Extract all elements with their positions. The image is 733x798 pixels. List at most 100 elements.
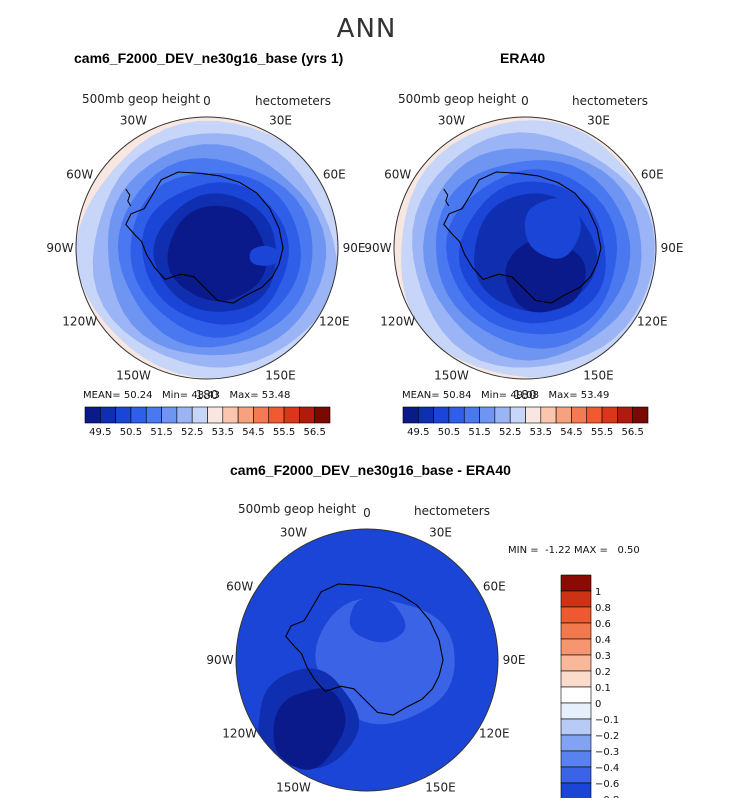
- panel1-colorbar-swatch: [145, 406, 162, 424]
- panel2-colorbar-swatch: [617, 406, 633, 424]
- panel3-lon-label-10: 60W: [226, 580, 253, 594]
- panel3-colorbar-tick: −0.3: [595, 747, 619, 758]
- panel2-lon-label-10: 60W: [384, 168, 411, 182]
- panel2-max-label: Max=: [548, 390, 578, 401]
- panel3-colorbar-swatch: [560, 670, 592, 688]
- panel1-colorbar-tick: 56.5: [304, 427, 326, 438]
- panel1-colorbar-tick: 55.5: [273, 427, 295, 438]
- panel1-colorbar-swatch: [130, 406, 147, 424]
- panel1-units: hectometers: [255, 94, 331, 108]
- panel3-colorbar-swatch: [560, 606, 592, 624]
- panel2-lon-label-11: 30W: [438, 114, 465, 128]
- panel3-colorbar-tick: 1: [595, 587, 601, 598]
- panel3-max: 0.50: [617, 545, 640, 556]
- panel2-min-label: Min=: [481, 390, 508, 401]
- panel3-lon-label-7: 150W: [276, 780, 311, 794]
- panel1-lon-label-2: 60E: [323, 168, 346, 182]
- panel3-lon-label-11: 30W: [280, 526, 307, 540]
- panel3-lon-label-4: 120E: [479, 727, 510, 741]
- panel3-colorbar-swatch: [560, 686, 592, 704]
- panel1-colorbar-swatch: [161, 406, 178, 424]
- panel3-colorbar-tick: −0.1: [595, 715, 619, 726]
- panel3-min-label: MIN =: [508, 545, 539, 556]
- panel3-lon-label-5: 150E: [425, 780, 456, 794]
- panel2-min: 49.08: [510, 390, 539, 401]
- panel1-colorbar-swatch: [253, 406, 270, 424]
- panel3-colorbar-swatch: [560, 702, 592, 720]
- panel1-contour-band: [167, 205, 267, 302]
- panel2-max: 53.49: [580, 390, 610, 401]
- panel3-variable: 500mb geop height: [238, 502, 357, 516]
- panel1-min-label: Min=: [162, 390, 189, 401]
- panel3-lon-label-2: 60E: [483, 580, 506, 594]
- panel2-lon-label-8: 120W: [380, 315, 415, 329]
- panel1-title: cam6_F2000_DEV_ne30g16_base (yrs 1): [74, 50, 344, 66]
- panel2-colorbar: 49.5 50.5 51.5 52.5 53.5 54.5 55.5 56.5: [402, 406, 649, 438]
- panel1-lon-label-0: 0: [203, 94, 211, 108]
- panel3-colorbar-tick: 0.1: [595, 683, 611, 694]
- panel1-lon-label-7: 150W: [116, 368, 151, 382]
- panel1-max: 53.48: [261, 390, 291, 401]
- panel3-lon-label-9: 90W: [206, 653, 233, 667]
- panel2-colorbar-swatch: [571, 406, 588, 424]
- panel1-colorbar-swatch: [191, 406, 208, 424]
- panel3-colorbar-tick: −0.6: [595, 779, 619, 790]
- panel3-units: hectometers: [414, 504, 490, 518]
- panel1-colorbar-tick: 54.5: [242, 427, 264, 438]
- panel1-lon-label-4: 120E: [319, 315, 350, 329]
- panel2-lon-label-3: 90E: [661, 241, 684, 255]
- panel3-lon-label-8: 120W: [222, 727, 257, 741]
- panel2-lon-label-0: 0: [521, 94, 529, 108]
- panel1-min: 48.43: [191, 390, 220, 401]
- panel1-map-border: [75, 116, 339, 380]
- panel2-colorbar-tick: 55.5: [591, 427, 613, 438]
- panel1-colorbar: 49.5 50.5 51.5 52.5 53.5 54.5 55.5 56.5: [84, 406, 331, 438]
- panel2-lon-label-1: 30E: [587, 114, 610, 128]
- panel2-stats: MEAN= 50.84 Min= 49.08 Max= 53.49: [402, 390, 652, 401]
- panel2-lon-label-2: 60E: [641, 168, 664, 182]
- panel2-colorbar-swatch: [418, 406, 434, 424]
- panel3-colorbar-tick: 0.3: [595, 651, 611, 662]
- panel3-colorbar-tick: −0.8: [595, 795, 619, 798]
- panel1-colorbar-swatch: [237, 406, 254, 424]
- panel2-colorbar-swatch: [555, 406, 572, 424]
- panel2-coastline: [443, 188, 450, 207]
- panel3-colorbar-swatch: [560, 590, 592, 608]
- panel2-colorbar-swatch: [632, 406, 649, 424]
- panel2-colorbar-swatch: [540, 406, 557, 424]
- panel1-colorbar-swatch: [115, 406, 132, 424]
- panel1-lon-label-5: 150E: [265, 368, 296, 382]
- panel2-colorbar-swatch: [494, 406, 511, 424]
- panel1-colorbar-swatch: [84, 406, 101, 424]
- panel1-colorbar-tick: 51.5: [150, 427, 172, 438]
- panel1-lon-label-11: 30W: [120, 114, 147, 128]
- panel2-title: ERA40: [500, 50, 546, 66]
- panel1-mean-label: MEAN=: [83, 390, 121, 401]
- panel3-coastline: [285, 583, 444, 716]
- panel3-map-border: [235, 528, 499, 792]
- panel2-colorbar-tick: 51.5: [468, 427, 490, 438]
- panel1-lon-label-9: 90W: [46, 241, 73, 255]
- panel2-colorbar-swatch: [448, 406, 465, 424]
- panel1-coastline: [125, 171, 284, 304]
- panel1-lon-labels: 0 30E 60E 90E 120E 150E 180 150W 120W 90W 60W 30W: [46, 94, 365, 402]
- panel3-stats: MIN = -1.22 MAX = 0.50: [508, 545, 728, 556]
- panel1-lon-label-10: 60W: [66, 168, 93, 182]
- panel1-colorbar-swatch: [100, 406, 116, 424]
- panel2-lon-label-7: 150W: [434, 368, 469, 382]
- panel3-min: -1.22: [544, 545, 571, 556]
- panel3-lon-label-1: 30E: [429, 526, 452, 540]
- panel1-colorbar-swatch: [268, 406, 285, 424]
- panel1-contour-band: [249, 245, 282, 266]
- panel3-colorbar-tick: 0.8: [595, 603, 611, 614]
- panel3-contour-band: [315, 598, 455, 725]
- panel2-colorbar-swatch: [402, 406, 419, 424]
- panel1-colorbar-swatch: [299, 406, 315, 424]
- panel3-colorbar-tick: −0.4: [595, 763, 619, 774]
- panel2-lon-label-4: 120E: [637, 315, 668, 329]
- panel1-colorbar-tick: 49.5: [89, 427, 111, 438]
- page-title: ANN: [336, 14, 397, 44]
- panel1-colorbar-swatch: [222, 406, 239, 424]
- panel3-map: [235, 528, 499, 792]
